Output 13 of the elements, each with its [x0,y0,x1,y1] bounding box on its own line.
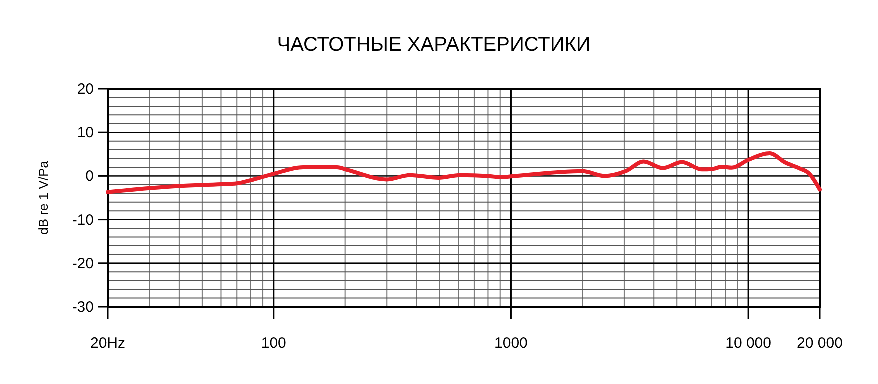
y-axis-title: dB re 1 V/Pa [36,160,51,235]
y-tick-label: 10 [77,124,94,142]
y-tick-label: -10 [72,212,94,229]
y-tick-label: -20 [72,255,94,272]
x-tick-label: 20 000 [797,335,843,352]
y-tick-label: -30 [72,299,94,316]
y-tick-label: 0 [86,168,94,186]
x-tick-label: 1000 [494,335,528,352]
chart-title: ЧАСТОТНЫЕ ХАРАКТЕРИСТИКИ [277,34,591,56]
x-tick-label: 10 000 [726,335,772,352]
x-tick-label: 20Hz [90,335,126,352]
y-tick-label: 20 [77,81,94,98]
x-tick-label: 100 [261,335,286,352]
